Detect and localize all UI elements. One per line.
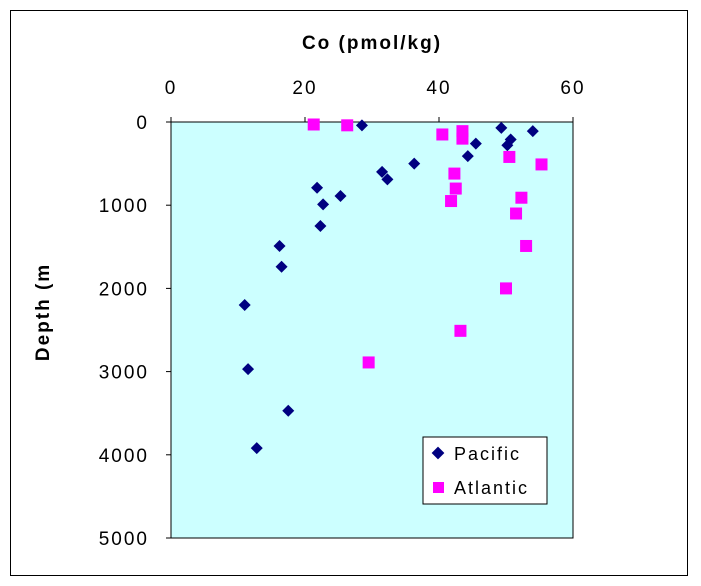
data-point-atlantic (445, 195, 458, 208)
data-point-pacific (469, 137, 482, 150)
data-point-pacific (242, 363, 255, 376)
legend-marker-pacific (431, 446, 445, 460)
x-tick-label: 20 (292, 78, 317, 99)
y-tick-label: 0 (136, 113, 149, 134)
data-point-atlantic (307, 118, 320, 131)
legend-label-atlantic: Atlantic (454, 478, 529, 498)
legend-marker-atlantic (433, 482, 444, 493)
data-point-pacific (273, 239, 286, 252)
data-point-pacific (334, 190, 347, 203)
x-tick-label: 0 (165, 78, 178, 99)
x-tick-label: 40 (426, 78, 451, 99)
data-point-atlantic (436, 128, 449, 141)
y-axis-ticks: 0 1000 2000 3000 4000 5000 (99, 113, 171, 550)
y-tick-label: 5000 (99, 529, 149, 550)
data-point-atlantic (454, 324, 467, 337)
x-axis-ticks: 0 20 40 60 (165, 78, 585, 122)
data-marks (238, 118, 548, 455)
data-point-pacific (275, 260, 288, 273)
data-point-pacific (408, 157, 421, 170)
data-point-pacific (355, 119, 368, 132)
data-point-atlantic (448, 167, 461, 180)
data-point-pacific (282, 404, 295, 417)
data-point-pacific (495, 121, 508, 134)
data-point-pacific (311, 181, 324, 194)
data-point-atlantic (515, 191, 528, 204)
legend-label-pacific: Pacific (454, 444, 521, 464)
data-point-pacific (376, 165, 389, 178)
y-tick-label: 4000 (99, 446, 149, 467)
data-point-pacific (526, 125, 539, 138)
data-point-atlantic (500, 282, 512, 295)
y-tick-label: 1000 (99, 196, 149, 217)
data-point-pacific (314, 220, 327, 232)
y-tick-label: 3000 (99, 363, 149, 384)
legend: Pacific Atlantic (422, 436, 548, 505)
data-point-pacific (381, 173, 394, 186)
y-tick-label: 2000 (99, 279, 149, 300)
x-tick-label: 60 (560, 78, 585, 99)
data-point-atlantic (341, 119, 354, 132)
data-point-atlantic (362, 356, 375, 369)
data-point-pacific (238, 299, 251, 312)
data-point-atlantic (520, 239, 533, 252)
data-point-atlantic (510, 207, 523, 220)
data-point-atlantic (535, 158, 548, 171)
data-point-atlantic (503, 150, 516, 163)
data-point-atlantic (449, 182, 462, 195)
y-axis-title: Depth (m (33, 263, 54, 361)
data-point-pacific (317, 198, 330, 211)
data-point-pacific (461, 150, 474, 163)
data-point-pacific (501, 139, 514, 152)
x-axis-title: Co (pmol/kg) (302, 33, 442, 54)
data-point-pacific (250, 442, 263, 455)
data-point-atlantic (456, 132, 469, 145)
